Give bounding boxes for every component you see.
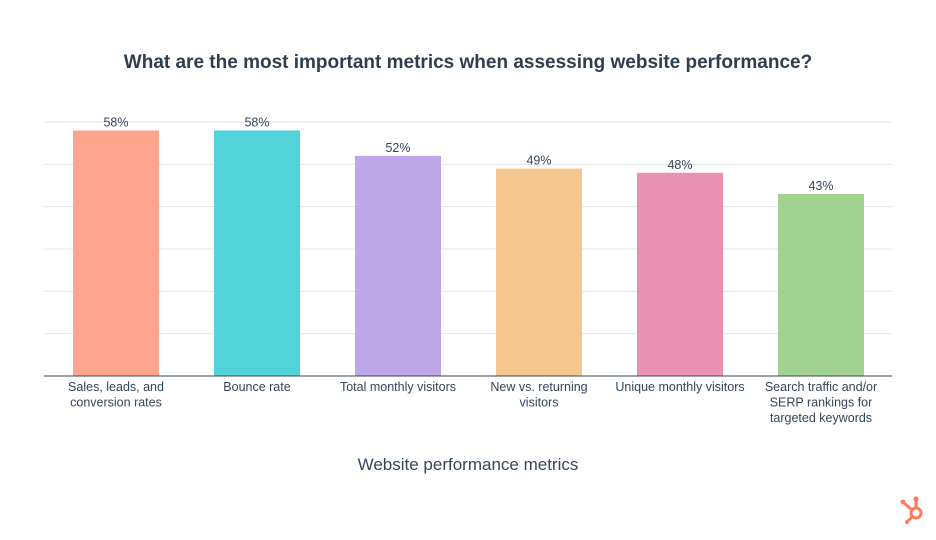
x-tick-label: Sales, leads, and: [68, 380, 164, 394]
data-label: 58%: [103, 115, 128, 129]
data-label: 43%: [808, 179, 833, 193]
chart-title: What are the most important metrics when…: [123, 52, 813, 73]
x-tick-label: SERP rankings for: [770, 396, 873, 410]
x-axis-label: Website performance metrics: [357, 455, 579, 474]
x-tick-label: targeted keywords: [770, 411, 872, 425]
data-label: 48%: [667, 158, 692, 172]
x-tick-label: visitors: [520, 396, 559, 410]
bar: [778, 193, 864, 376]
bar: [355, 155, 441, 376]
x-tick-label: Total monthly visitors: [340, 380, 456, 394]
bar: [496, 168, 582, 376]
data-label: 52%: [385, 141, 410, 155]
data-label: 58%: [244, 115, 269, 129]
hubspot-logo-icon: [900, 496, 923, 524]
x-tick-label: conversion rates: [70, 396, 162, 410]
x-tick-label: Bounce rate: [223, 380, 290, 394]
x-tick-label: Search traffic and/or: [765, 380, 877, 394]
bar: [73, 130, 159, 376]
data-label: 49%: [526, 154, 551, 168]
bar: [214, 130, 300, 376]
x-tick-label: New vs. returning: [490, 380, 587, 394]
x-tick-label: Unique monthly visitors: [615, 380, 744, 394]
bar: [637, 172, 723, 376]
